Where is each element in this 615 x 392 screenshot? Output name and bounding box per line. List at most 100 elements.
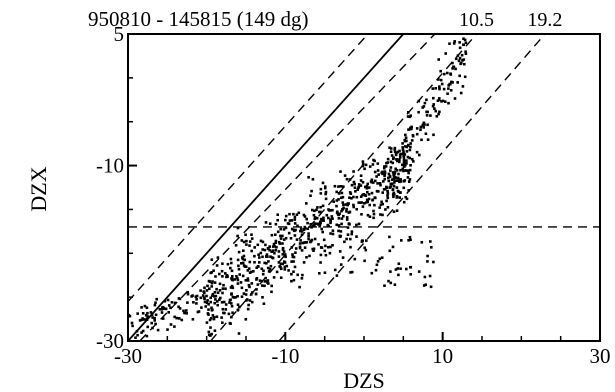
data-point xyxy=(402,169,405,173)
data-point xyxy=(389,147,393,150)
data-point xyxy=(357,222,361,226)
data-point xyxy=(403,179,407,182)
data-point xyxy=(151,316,154,319)
data-point xyxy=(378,206,381,209)
data-point xyxy=(267,270,271,273)
data-point xyxy=(244,233,247,237)
data-point xyxy=(362,193,366,196)
data-point xyxy=(393,283,397,286)
data-point xyxy=(231,275,234,278)
data-point xyxy=(437,112,440,116)
data-point xyxy=(199,296,203,300)
data-point xyxy=(290,227,294,231)
data-point xyxy=(242,249,245,252)
data-point xyxy=(348,196,351,199)
data-point xyxy=(284,226,288,230)
data-point xyxy=(145,334,149,338)
data-point xyxy=(291,255,295,259)
data-point xyxy=(243,258,246,262)
data-point xyxy=(367,193,371,196)
data-point xyxy=(409,273,412,276)
data-point xyxy=(400,152,403,156)
data-point xyxy=(212,316,216,319)
data-point xyxy=(363,167,366,171)
data-point xyxy=(429,114,432,117)
data-point xyxy=(305,217,308,221)
data-point xyxy=(297,211,301,215)
data-point xyxy=(354,190,357,193)
data-point xyxy=(312,249,315,252)
data-point xyxy=(274,241,277,244)
data-point xyxy=(409,145,412,149)
data-point xyxy=(131,324,134,328)
data-point xyxy=(153,316,156,320)
data-point xyxy=(404,145,407,148)
data-point xyxy=(167,304,171,307)
data-point xyxy=(438,86,441,89)
data-point xyxy=(236,282,240,285)
data-point xyxy=(321,230,324,234)
data-point xyxy=(405,159,408,162)
data-point xyxy=(377,173,380,176)
data-point xyxy=(215,287,218,291)
data-point xyxy=(185,309,188,312)
data-point xyxy=(329,218,332,221)
data-point xyxy=(203,300,207,304)
data-point xyxy=(305,202,308,205)
data-point xyxy=(247,303,250,307)
data-point xyxy=(309,194,312,197)
data-point xyxy=(371,163,375,166)
data-point xyxy=(389,169,392,172)
data-point xyxy=(392,157,395,161)
data-point xyxy=(401,142,404,145)
data-point xyxy=(352,170,355,173)
data-point xyxy=(395,158,398,161)
data-point xyxy=(363,259,366,263)
data-point xyxy=(146,311,149,315)
data-point xyxy=(236,276,239,280)
data-point xyxy=(221,275,224,278)
data-point xyxy=(246,269,250,272)
data-point xyxy=(390,154,394,157)
data-point xyxy=(206,299,209,302)
data-point xyxy=(379,213,382,216)
data-point xyxy=(352,205,355,209)
data-point xyxy=(150,321,153,325)
data-point xyxy=(384,208,387,211)
data-point xyxy=(337,198,340,201)
data-point xyxy=(406,155,410,159)
y-tick-label: -30 xyxy=(96,329,124,353)
data-point xyxy=(279,276,283,279)
data-point xyxy=(250,237,254,240)
data-point xyxy=(211,292,215,296)
data-point xyxy=(323,186,327,190)
data-point xyxy=(369,180,373,183)
data-point xyxy=(406,115,410,118)
data-point xyxy=(396,159,399,163)
data-point xyxy=(227,312,231,316)
data-point xyxy=(409,142,412,145)
data-point xyxy=(173,325,176,328)
data-point xyxy=(259,251,263,255)
data-point xyxy=(343,240,346,244)
data-point xyxy=(209,296,212,300)
data-point xyxy=(302,241,306,244)
data-point xyxy=(237,267,241,271)
data-point xyxy=(366,198,369,202)
data-point xyxy=(229,266,232,270)
data-point xyxy=(299,239,302,242)
data-point xyxy=(241,256,244,259)
data-point xyxy=(391,171,395,174)
data-point xyxy=(324,185,327,188)
data-point xyxy=(268,222,272,225)
data-point xyxy=(201,294,205,297)
data-point xyxy=(410,125,413,129)
data-point xyxy=(298,242,302,245)
data-point xyxy=(361,160,365,163)
data-point xyxy=(270,233,274,237)
data-point xyxy=(443,72,446,76)
data-point xyxy=(146,315,149,318)
data-point xyxy=(345,218,349,221)
data-point xyxy=(231,311,234,314)
data-point xyxy=(311,224,315,228)
